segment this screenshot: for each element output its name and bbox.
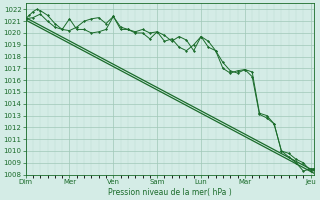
X-axis label: Pression niveau de la mer( hPa ): Pression niveau de la mer( hPa ) <box>108 188 232 197</box>
